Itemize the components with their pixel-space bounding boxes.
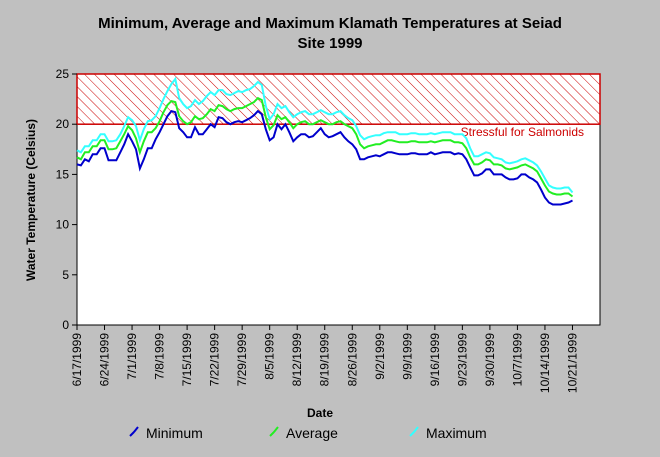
y-axis-label: Water Temperature (Celsius) [24, 119, 38, 281]
annotation: Stressful for Salmonids [461, 125, 584, 139]
x-tick-label: 8/12/1999 [290, 333, 304, 387]
series-line [76, 109, 573, 206]
legend-swatch [129, 426, 139, 437]
x-tick-label: 7/15/1999 [180, 333, 194, 387]
y-tick-label: 10 [56, 218, 70, 232]
legend-label: Average [286, 425, 338, 441]
x-tick-label: 8/26/1999 [345, 333, 359, 387]
y-tick-label: 20 [56, 117, 70, 131]
x-tick-label: 9/16/1999 [428, 333, 442, 387]
legend-label: Maximum [426, 425, 487, 441]
x-tick-label: 8/5/1999 [263, 333, 277, 380]
x-tick-label: 7/1/1999 [125, 333, 139, 380]
x-tick-label: 9/9/1999 [400, 333, 414, 380]
legend-swatch [269, 426, 279, 437]
x-tick-label: 9/2/1999 [373, 333, 387, 380]
x-tick-label: 6/24/1999 [98, 333, 112, 387]
y-tick-label: 15 [56, 167, 70, 181]
legend-swatch [409, 426, 419, 437]
x-tick-label: 10/21/1999 [565, 333, 579, 393]
legend-label: Minimum [146, 425, 203, 441]
x-tick-label: 7/22/1999 [208, 333, 222, 387]
x-tick-label: 10/14/1999 [538, 333, 552, 393]
x-tick-label: 8/19/1999 [318, 333, 332, 387]
series-line [76, 96, 574, 198]
y-tick-label: 25 [56, 67, 70, 81]
series-line [76, 76, 574, 194]
y-tick-label: 5 [62, 268, 69, 282]
chart-title: Site 1999 [297, 35, 362, 52]
x-tick-label: 7/29/1999 [235, 333, 249, 387]
y-tick-label: 0 [62, 318, 69, 332]
x-tick-label: 6/17/1999 [70, 333, 84, 387]
x-axis-label: Date [307, 406, 333, 420]
x-tick-label: 9/23/1999 [455, 333, 469, 387]
x-tick-label: 10/7/1999 [510, 333, 524, 387]
chart-title: Minimum, Average and Maximum Klamath Tem… [98, 15, 562, 32]
x-tick-label: 7/8/1999 [153, 333, 167, 380]
x-tick-label: 9/30/1999 [483, 333, 497, 387]
